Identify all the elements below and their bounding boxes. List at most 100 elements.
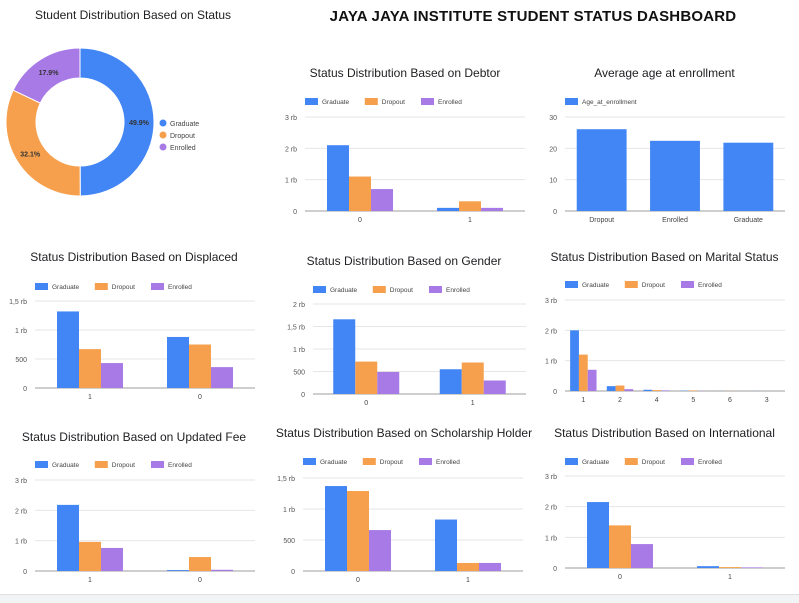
legend-label: Graduate bbox=[330, 287, 357, 294]
bar-enrolled bbox=[588, 370, 597, 391]
legend-label: Enrolled bbox=[698, 459, 722, 466]
legend-label: Enrolled bbox=[436, 459, 460, 466]
legend-label: Dropout bbox=[112, 462, 135, 469]
pie-data-label: 32.1% bbox=[20, 152, 41, 159]
bar-dropout bbox=[349, 177, 371, 211]
y-tick-label: 0 bbox=[23, 569, 27, 576]
legend-label: Enrolled bbox=[168, 284, 192, 291]
y-tick-label: 0 bbox=[553, 389, 557, 396]
legend-label: Enrolled bbox=[698, 282, 722, 289]
bar-enrolled bbox=[661, 390, 670, 391]
legend-label: Enrolled bbox=[168, 462, 192, 469]
legend-label: Graduate bbox=[320, 459, 347, 466]
legend-swatch bbox=[421, 98, 434, 105]
legend-swatch bbox=[429, 286, 442, 293]
bar-dropout bbox=[79, 349, 101, 388]
y-tick-label: 10 bbox=[549, 178, 557, 185]
legend-swatch bbox=[565, 281, 578, 288]
bar-dropout bbox=[719, 567, 741, 568]
bar-dropout bbox=[79, 542, 101, 571]
bar-enrolled bbox=[479, 563, 501, 571]
x-tick-label: Enrolled bbox=[662, 217, 688, 224]
y-tick-label: 1 rb bbox=[15, 328, 27, 335]
x-tick-label: 1 bbox=[471, 400, 475, 407]
legend-swatch bbox=[160, 144, 167, 151]
legend-swatch bbox=[373, 286, 386, 293]
legend-swatch bbox=[151, 461, 164, 468]
x-tick-label: 5 bbox=[691, 397, 695, 404]
x-tick-label: 1 bbox=[468, 217, 472, 224]
bar-enrolled bbox=[481, 208, 503, 211]
bar-graduate bbox=[325, 486, 347, 571]
x-tick-label: 1 bbox=[466, 577, 470, 584]
legend-label: Dropout bbox=[642, 282, 665, 289]
legend-swatch bbox=[625, 458, 638, 465]
x-tick-label: 0 bbox=[356, 577, 360, 584]
bar-graduate bbox=[57, 505, 79, 571]
x-tick-label: 1 bbox=[88, 577, 92, 584]
bar-graduate bbox=[570, 330, 579, 391]
y-tick-label: 500 bbox=[283, 538, 295, 545]
legend-label: Graduate bbox=[582, 459, 609, 466]
legend-swatch bbox=[565, 458, 578, 465]
y-tick-label: 20 bbox=[549, 146, 557, 153]
y-tick-label: 0 bbox=[553, 566, 557, 573]
bar-enrolled bbox=[101, 548, 123, 571]
bar-graduate bbox=[333, 319, 355, 394]
y-tick-label: 500 bbox=[15, 357, 27, 364]
bar-dropout bbox=[189, 557, 211, 571]
x-tick-label: 1 bbox=[88, 394, 92, 401]
legend-swatch bbox=[365, 98, 378, 105]
legend-label: Graduate bbox=[322, 99, 349, 106]
chart-panel-marital: Status Distribution Based on Marital Sta… bbox=[530, 244, 799, 414]
y-tick-label: 1,5 rb bbox=[277, 476, 295, 483]
x-tick-label: 4 bbox=[655, 397, 659, 404]
bar-dropout bbox=[579, 355, 588, 391]
y-tick-label: 0 bbox=[293, 209, 297, 216]
legend-swatch bbox=[313, 286, 326, 293]
bar-dropout bbox=[347, 491, 369, 571]
chart-panel-status: Student Distribution Based on Status 49.… bbox=[0, 0, 270, 230]
dashboard-title: JAYA JAYA INSTITUTE STUDENT STATUS DASHB… bbox=[300, 8, 766, 25]
bar-enrolled bbox=[211, 570, 233, 571]
legend-label: Enrolled bbox=[446, 287, 470, 294]
bar-age_at_enrollment bbox=[723, 143, 773, 211]
x-tick-label: 2 bbox=[618, 397, 622, 404]
x-tick-label: 6 bbox=[728, 397, 732, 404]
pie-slice-dropout bbox=[6, 90, 80, 196]
bar-enrolled bbox=[484, 381, 506, 395]
y-tick-label: 3 rb bbox=[285, 115, 297, 122]
y-tick-label: 1 rb bbox=[283, 507, 295, 514]
bar-graduate bbox=[327, 145, 349, 211]
bar-graduate bbox=[57, 311, 79, 388]
bar-dropout bbox=[609, 525, 631, 568]
chart-panel-intl: Status Distribution Based on Internation… bbox=[530, 420, 799, 592]
y-tick-label: 1 rb bbox=[545, 359, 557, 366]
bar-dropout bbox=[689, 390, 698, 391]
legend-swatch bbox=[419, 458, 432, 465]
bar-graduate bbox=[167, 337, 189, 388]
bar-enrolled bbox=[211, 367, 233, 388]
bar-dropout bbox=[462, 363, 484, 395]
y-tick-label: 2 rb bbox=[285, 146, 297, 153]
y-tick-label: 2 rb bbox=[545, 328, 557, 335]
legend-label: Graduate bbox=[52, 284, 79, 291]
y-tick-label: 1 rb bbox=[15, 539, 27, 546]
legend-swatch bbox=[625, 281, 638, 288]
pie-data-label: 17.9% bbox=[39, 70, 60, 77]
legend-label: Dropout bbox=[170, 133, 195, 140]
x-tick-label: Dropout bbox=[589, 217, 614, 224]
y-tick-label: 500 bbox=[293, 370, 305, 377]
bar-enrolled bbox=[371, 189, 393, 211]
legend-swatch bbox=[363, 458, 376, 465]
x-tick-label: 3 bbox=[765, 397, 769, 404]
